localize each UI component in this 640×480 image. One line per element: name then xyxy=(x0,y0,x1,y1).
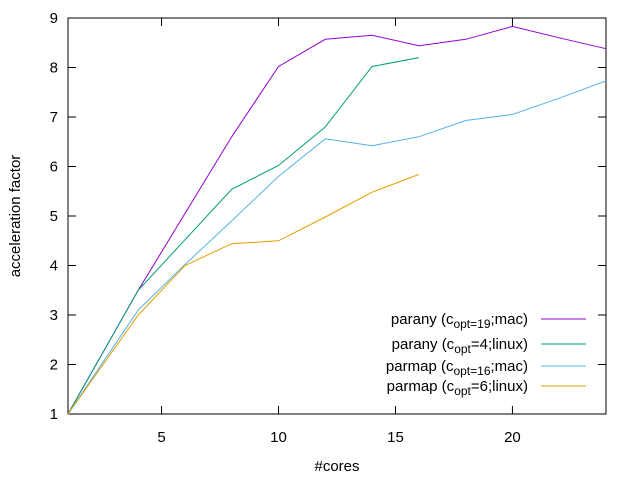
legend-label-1: parany (copt=19;mac) xyxy=(391,311,528,331)
series-line-4 xyxy=(67,173,420,415)
series-lines xyxy=(67,25,607,415)
y-tick-label: 2 xyxy=(50,357,58,374)
legend-label-4: parmap (copt=6;linux) xyxy=(387,378,528,398)
tick-labels: 1 2 3 4 5 6 7 8 9 5 10 15 20 xyxy=(50,10,521,446)
y-tick-label: 7 xyxy=(50,109,58,126)
y-tick-label: 5 xyxy=(50,208,58,225)
y-axis-label: acceleration factor xyxy=(7,155,24,278)
legend: parany (copt=19;mac) parany (copt=4;linux… xyxy=(386,311,586,398)
x-tick-label: 15 xyxy=(387,429,404,446)
x-axis-label: #cores xyxy=(314,458,359,475)
y-tick-label: 8 xyxy=(50,60,58,77)
x-tick-label: 10 xyxy=(270,429,287,446)
plot-frame xyxy=(67,17,607,415)
series-line-1 xyxy=(67,25,607,415)
series-line-3 xyxy=(67,80,607,415)
legend-label-2: parany (copt=4;linux) xyxy=(392,336,528,356)
x-tick-label: 20 xyxy=(504,429,521,446)
y-tick-label: 4 xyxy=(50,258,58,275)
legend-label-3: parmap (copt=16;mac) xyxy=(386,358,528,378)
y-tick-label: 3 xyxy=(50,307,58,324)
axis-ticks xyxy=(68,17,606,415)
y-tick-label: 9 xyxy=(50,10,58,27)
series-line-2 xyxy=(67,57,419,415)
y-tick-label: 6 xyxy=(50,159,58,176)
x-tick-label: 5 xyxy=(157,429,165,446)
y-tick-label: 1 xyxy=(50,406,58,423)
